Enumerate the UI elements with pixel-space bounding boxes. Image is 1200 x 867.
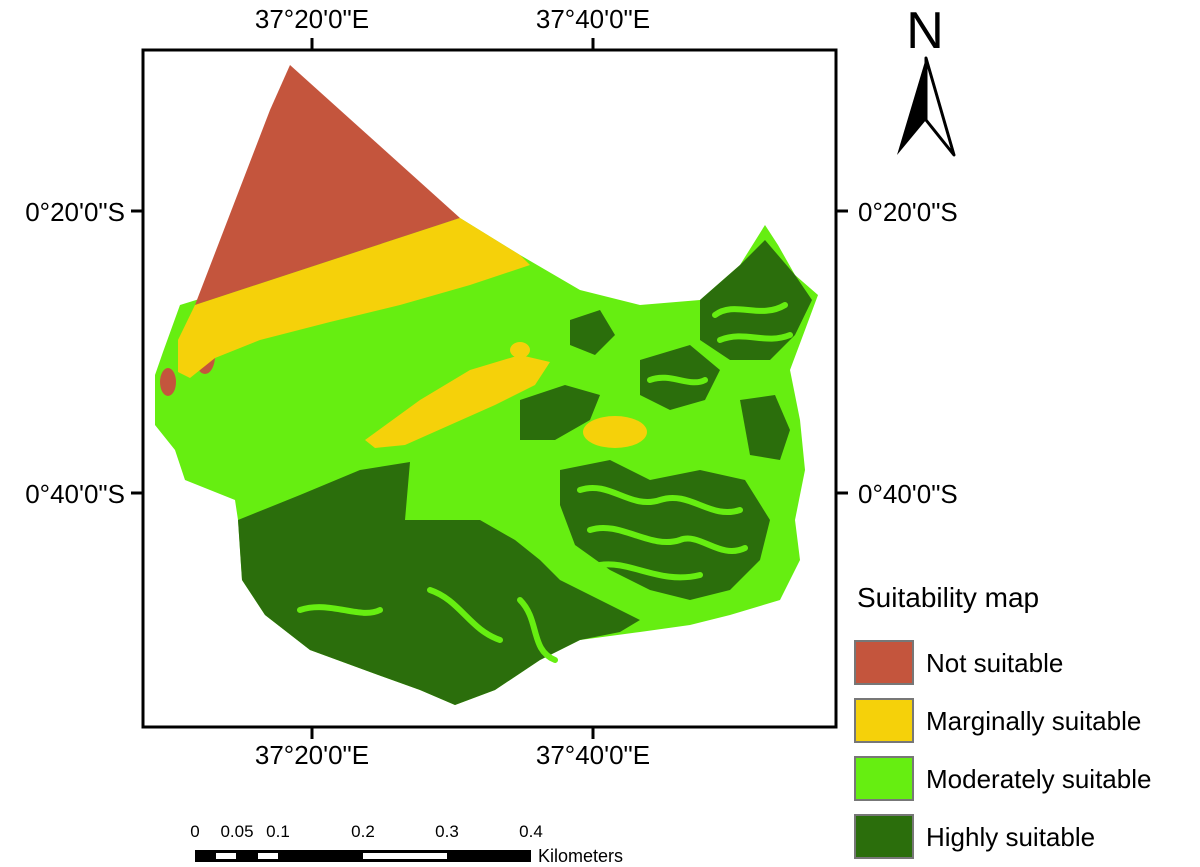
legend-swatch-not-suitable bbox=[854, 640, 914, 685]
bottom-longitude-label: 37°20'0"E bbox=[255, 740, 369, 770]
legend: Suitability map Not suitable Marginally … bbox=[854, 582, 1151, 859]
top-longitude-label: 37°40'0"E bbox=[536, 4, 650, 34]
region-highly-suitable-east bbox=[570, 310, 615, 355]
region-marginally-suitable-patch bbox=[365, 355, 550, 448]
legend-label-marginally-suitable: Marginally suitable bbox=[926, 706, 1141, 736]
region-marginally-suitable bbox=[178, 218, 530, 378]
scale-bar-segment bbox=[363, 853, 447, 859]
legend-swatch-highly-suitable bbox=[854, 814, 914, 859]
left-latitude-label: 0°20'0"S bbox=[25, 197, 125, 227]
legend-swatch-marginally-suitable bbox=[854, 698, 914, 743]
north-arrow-icon bbox=[897, 58, 926, 155]
region-not-suitable bbox=[195, 65, 460, 305]
scale-tick-label: 0.1 bbox=[266, 822, 290, 841]
scale-tick-label: 0.2 bbox=[351, 822, 375, 841]
study-area bbox=[155, 65, 818, 705]
region-highly-suitable-east bbox=[740, 395, 790, 460]
region-highly-suitable-east bbox=[520, 385, 600, 440]
right-latitude-label: 0°40'0"S bbox=[858, 479, 958, 509]
legend-label-not-suitable: Not suitable bbox=[926, 648, 1063, 678]
top-longitude-label: 37°20'0"E bbox=[255, 4, 369, 34]
legend-label-moderately-suitable: Moderately suitable bbox=[926, 764, 1151, 794]
left-latitude-label: 0°40'0"S bbox=[25, 479, 125, 509]
scale-unit-label: Kilometers bbox=[538, 846, 623, 866]
scale-tick-label: 0.05 bbox=[220, 822, 253, 841]
scale-tick-label: 0 bbox=[190, 822, 199, 841]
moderate-streaks bbox=[297, 302, 793, 663]
region-not-suitable-patch bbox=[160, 368, 176, 396]
scale-bar-segment bbox=[216, 853, 236, 859]
scale-bar: 0 0.05 0.1 0.2 0.3 0.4 Kilometers bbox=[190, 822, 623, 866]
legend-label-highly-suitable: Highly suitable bbox=[926, 822, 1095, 852]
north-arrow-icon-outline bbox=[924, 56, 956, 157]
legend-title: Suitability map bbox=[857, 582, 1039, 613]
north-arrow-letter: N bbox=[906, 2, 944, 60]
region-highly-suitable-east bbox=[700, 240, 812, 360]
region-marginally-suitable-patch bbox=[583, 416, 647, 448]
scale-tick-label: 0.4 bbox=[519, 822, 543, 841]
scale-tick-label: 0.3 bbox=[435, 822, 459, 841]
region-marginally-suitable-patch bbox=[510, 342, 530, 358]
legend-swatch-moderately-suitable bbox=[854, 756, 914, 801]
map-ticks bbox=[131, 38, 848, 739]
right-latitude-label: 0°20'0"S bbox=[858, 197, 958, 227]
scale-bar-segment bbox=[258, 853, 278, 859]
bottom-longitude-label: 37°40'0"E bbox=[536, 740, 650, 770]
north-arrow: N bbox=[897, 2, 956, 157]
